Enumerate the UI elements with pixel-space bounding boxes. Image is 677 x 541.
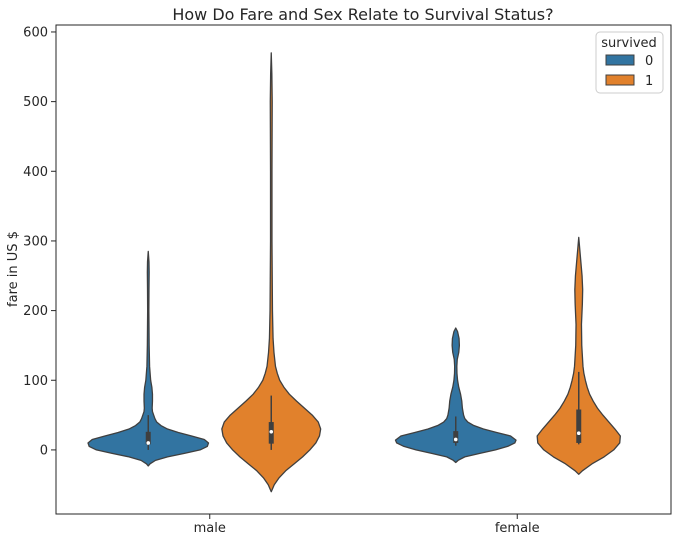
y-tick-label: 600 — [23, 25, 48, 40]
y-tick-label: 400 — [23, 165, 48, 180]
violin-box-female-survived-1 — [576, 409, 582, 443]
violin-median-male-survived-0 — [146, 441, 151, 445]
chart-title: How Do Fare and Sex Relate to Survival S… — [172, 5, 553, 24]
y-tick-label: 500 — [23, 95, 48, 110]
plot-area — [87, 52, 621, 493]
violin-male-survived-1 — [221, 52, 322, 493]
legend: survived 0 1 — [595, 31, 664, 94]
plot-frame — [55, 24, 672, 515]
y-tick-label: 300 — [23, 234, 48, 249]
violin-male-survived-0 — [87, 250, 210, 467]
y-axis: 0 100 200 300 400 500 600 — [23, 25, 56, 458]
violin-median-female-survived-1 — [576, 431, 581, 435]
legend-swatch-1 — [605, 74, 635, 86]
y-tick-label: 0 — [40, 443, 48, 458]
legend-label-1: 1 — [645, 74, 653, 89]
legend-title: survived — [601, 36, 657, 51]
x-tick-label: male — [194, 521, 226, 536]
violin-box-male-survived-0 — [145, 431, 151, 445]
y-axis-label: fare in US $ — [6, 231, 21, 307]
legend-label-0: 0 — [645, 54, 653, 69]
violin-box-female-survived-0 — [453, 431, 459, 443]
x-tick-label: female — [495, 521, 540, 536]
y-tick-label: 200 — [23, 304, 48, 319]
violin-median-male-survived-1 — [269, 430, 274, 434]
violin-median-female-survived-0 — [453, 437, 458, 442]
y-tick-label: 100 — [23, 374, 48, 389]
violin-female-survived-0 — [394, 327, 517, 464]
legend-swatch-0 — [605, 54, 635, 66]
violin-female-survived-1 — [536, 236, 621, 475]
x-axis: male female — [194, 514, 540, 536]
